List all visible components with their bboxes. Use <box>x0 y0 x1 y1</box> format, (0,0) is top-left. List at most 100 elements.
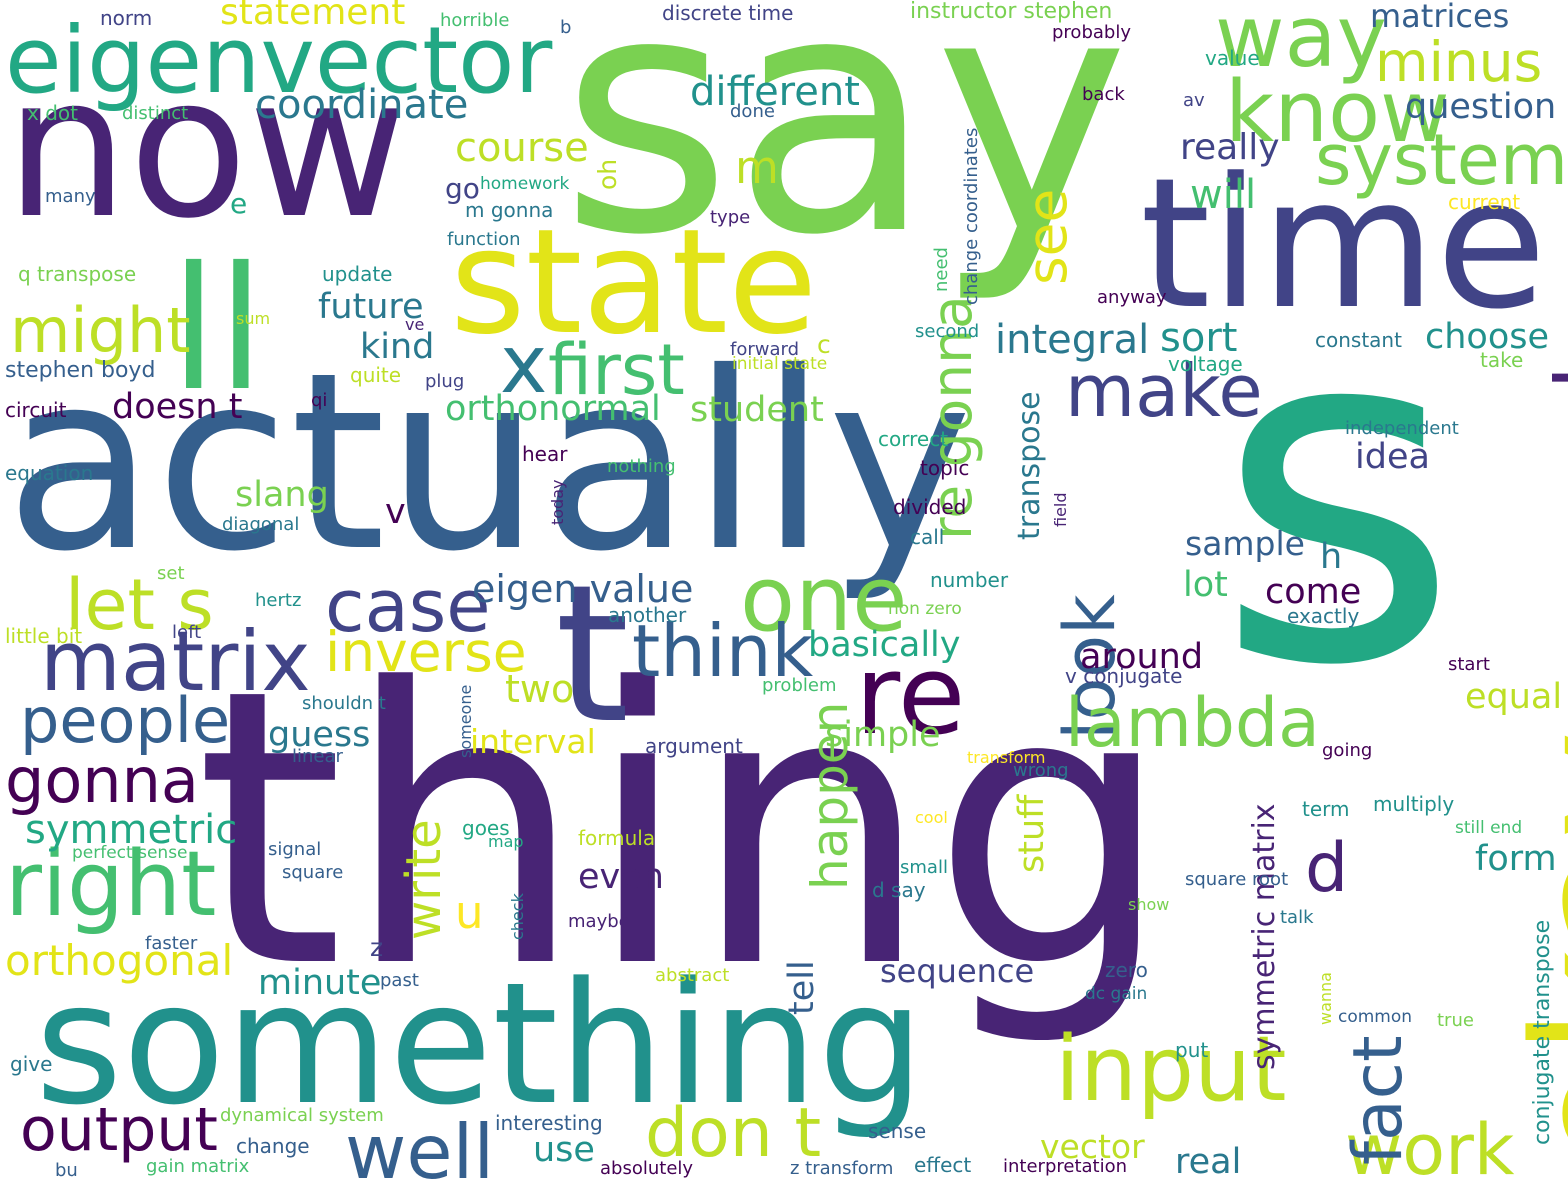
word-coordinate: coordinate <box>255 82 469 128</box>
word-zero: zero <box>1105 958 1148 982</box>
word-change-coordinates: change coordinates <box>961 127 982 305</box>
word-nothing: nothing <box>607 456 676 477</box>
word-dynamical-system: dynamical system <box>220 1105 384 1126</box>
word-quite: quite <box>350 363 402 387</box>
word-b: b <box>560 17 572 38</box>
word-wanna: wanna <box>1316 972 1335 1025</box>
word-fact: fact <box>1339 1035 1418 1165</box>
word-another: another <box>608 603 687 627</box>
word-t: t <box>555 544 630 765</box>
word-interpretation: interpretation <box>1003 1156 1128 1177</box>
word-homework: homework <box>480 174 570 194</box>
word-h: h <box>1320 537 1343 577</box>
word-system: system <box>1315 119 1568 201</box>
word-dc-gain: dc gain <box>1085 984 1148 1004</box>
word-minus: minus <box>1375 30 1543 94</box>
word-field: field <box>1051 492 1070 527</box>
word-transform: transform <box>967 748 1046 767</box>
word-wrong: wrong <box>1013 760 1069 781</box>
word-still-end: still end <box>1455 818 1523 838</box>
word-guess: guess <box>268 715 371 755</box>
word-form: form <box>1475 839 1557 879</box>
word-talk: talk <box>1280 907 1314 928</box>
word-different: different <box>690 69 860 115</box>
word-m-gonna: m gonna <box>465 198 554 222</box>
word-orthogonal: orthogonal <box>5 936 234 985</box>
word-anyway: anyway <box>1097 287 1167 308</box>
word-map: map <box>488 832 524 851</box>
word-horrible: horrible <box>440 10 510 31</box>
word-inverse: inverse <box>325 620 527 684</box>
word-future: future <box>318 287 424 327</box>
word-shouldn-t: shouldn t <box>302 693 386 714</box>
word-z-transform: z transform <box>790 1158 894 1179</box>
word-x: x <box>500 318 548 411</box>
word-check: check <box>508 893 527 940</box>
word-minute: minute <box>258 963 382 1003</box>
word-let-s: let s <box>65 564 214 646</box>
word-sample: sample <box>1185 524 1305 563</box>
word-norm: norm <box>100 6 153 30</box>
word-voltage: voltage <box>1168 352 1243 376</box>
word-sum: sum <box>236 309 271 328</box>
word-faster: faster <box>145 933 198 954</box>
word-someone: someone <box>456 684 475 758</box>
word-statement: statement <box>220 0 406 33</box>
word-value: value <box>1205 46 1260 70</box>
word-maybe: maybe <box>568 911 630 932</box>
word-case: case <box>325 564 491 648</box>
word-think: think <box>632 609 814 693</box>
word-independent: independent <box>1345 418 1459 439</box>
word-come: come <box>1265 572 1362 612</box>
word-don-t: don t <box>645 1094 822 1173</box>
word-current: current <box>1448 190 1521 214</box>
word-eigenvector: eigenvector <box>5 7 553 114</box>
word-diagonal: diagonal <box>222 514 300 535</box>
word-left: left <box>172 622 202 643</box>
word-basically: basically <box>808 625 961 665</box>
word-divided: divided <box>893 495 967 519</box>
word-state: state <box>450 198 818 367</box>
word-s: s <box>1215 221 1460 768</box>
word-use: use <box>533 1130 595 1170</box>
word-true: true <box>1437 1010 1474 1031</box>
word-function: function <box>447 229 521 250</box>
word-m1: m <box>735 141 779 194</box>
word-vector: vector <box>1040 1127 1145 1166</box>
word-kind: kind <box>360 327 435 367</box>
word-make: make <box>1065 349 1263 433</box>
word-matrices: matrices <box>1370 0 1510 35</box>
word-small: small <box>900 857 948 878</box>
word-thing: thing <box>195 608 1173 1051</box>
word-work: work <box>1345 1109 1515 1185</box>
word-doesn-t: doesn t <box>112 387 243 427</box>
word-ll: ll <box>170 231 265 429</box>
word-goes: goes <box>462 816 510 840</box>
word-square: square <box>282 862 344 883</box>
word-past: past <box>380 970 419 991</box>
word-put: put <box>1175 1038 1209 1062</box>
word-need: need <box>931 247 952 292</box>
word-one: one <box>740 547 908 652</box>
word-many: many <box>45 186 96 207</box>
word-multiply: multiply <box>1373 792 1455 816</box>
word-course: course <box>455 125 589 171</box>
word-time: time <box>1140 140 1547 349</box>
word-av: av <box>1183 90 1205 111</box>
word-d-say: d say <box>872 878 926 902</box>
word-hertz: hertz <box>255 590 302 611</box>
word-oh: oh <box>593 158 622 190</box>
word-non-zero: non zero <box>888 599 962 619</box>
word-idea: idea <box>1355 437 1430 477</box>
word-sort: sort <box>1160 315 1238 361</box>
word-way: way <box>1215 0 1387 87</box>
word-symmetric: symmetric <box>25 807 238 853</box>
word-people: people <box>20 684 231 757</box>
word-instructor-stephen: instructor stephen <box>910 0 1113 24</box>
word-sense: sense <box>868 1119 927 1143</box>
word-distinct: distinct <box>122 103 189 124</box>
word-signal: signal <box>268 839 322 860</box>
word-gonna1: gonna <box>5 744 199 817</box>
word-type: type <box>710 207 751 228</box>
